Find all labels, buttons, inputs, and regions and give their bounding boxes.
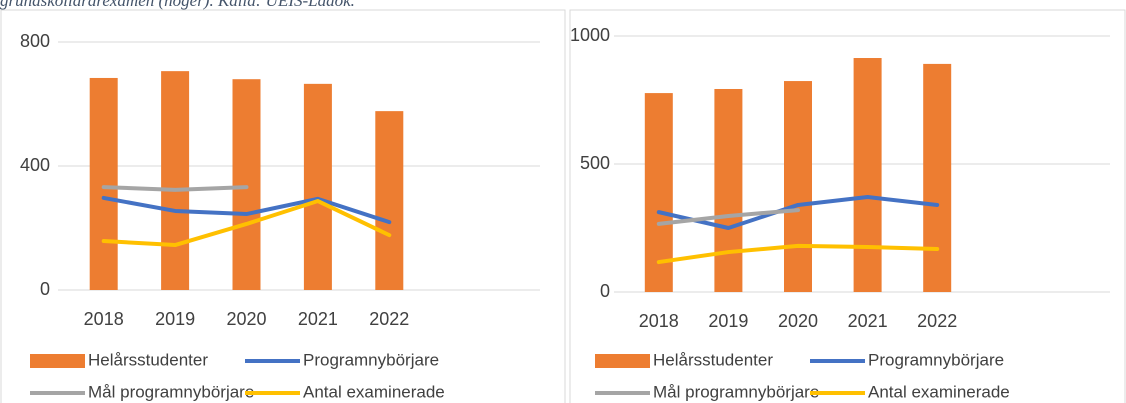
legend-swatch: [595, 354, 650, 368]
bar: [89, 77, 118, 291]
line: [656, 208, 800, 226]
x-tick-label: 2019: [708, 311, 748, 331]
legend-label: Helårsstudenter: [88, 350, 208, 369]
legend-label: Antal examinerade: [868, 382, 1010, 401]
legend-swatch: [30, 354, 85, 368]
bar: [375, 111, 404, 290]
x-tick-label: 2022: [369, 309, 409, 329]
legend-label: Mål programnybörjare: [653, 382, 819, 401]
y-tick-label: 0: [40, 279, 50, 299]
panel-right: [569, 9, 1126, 403]
bar: [232, 79, 261, 290]
y-tick-label: 1000: [570, 25, 610, 45]
y-tick-label: 0: [600, 281, 610, 301]
x-tick-label: 2021: [298, 309, 338, 329]
legend-label: Helårsstudenter: [653, 350, 773, 369]
x-tick-label: 2018: [639, 311, 679, 331]
caption: grundskollärarexamen (höger). Källa: UEI…: [0, 0, 355, 10]
panel-left: [0, 9, 566, 403]
legend-label: Programnybörjare: [303, 350, 439, 369]
line: [656, 243, 940, 265]
x-tick-label: 2022: [917, 311, 957, 331]
bar: [923, 63, 952, 293]
legend-label: Antal examinerade: [303, 382, 445, 401]
line: [101, 199, 392, 248]
line: [101, 185, 249, 192]
y-tick-label: 500: [580, 153, 610, 173]
line: [101, 195, 392, 225]
x-tick-label: 2018: [84, 309, 124, 329]
bar: [303, 83, 332, 290]
bar: [784, 81, 812, 292]
bar: [714, 88, 743, 292]
x-tick-label: 2019: [155, 309, 195, 329]
bar: [853, 58, 882, 293]
legend-label: Programnybörjare: [868, 350, 1004, 369]
legend-label: Mål programnybörjare: [88, 382, 254, 401]
y-tick-label: 800: [20, 31, 50, 51]
line: [656, 195, 940, 230]
x-tick-label: 2021: [848, 311, 888, 331]
x-tick-label: 2020: [226, 309, 266, 329]
x-tick-label: 2020: [778, 311, 818, 331]
y-tick-label: 400: [20, 155, 50, 175]
bar: [161, 71, 190, 290]
